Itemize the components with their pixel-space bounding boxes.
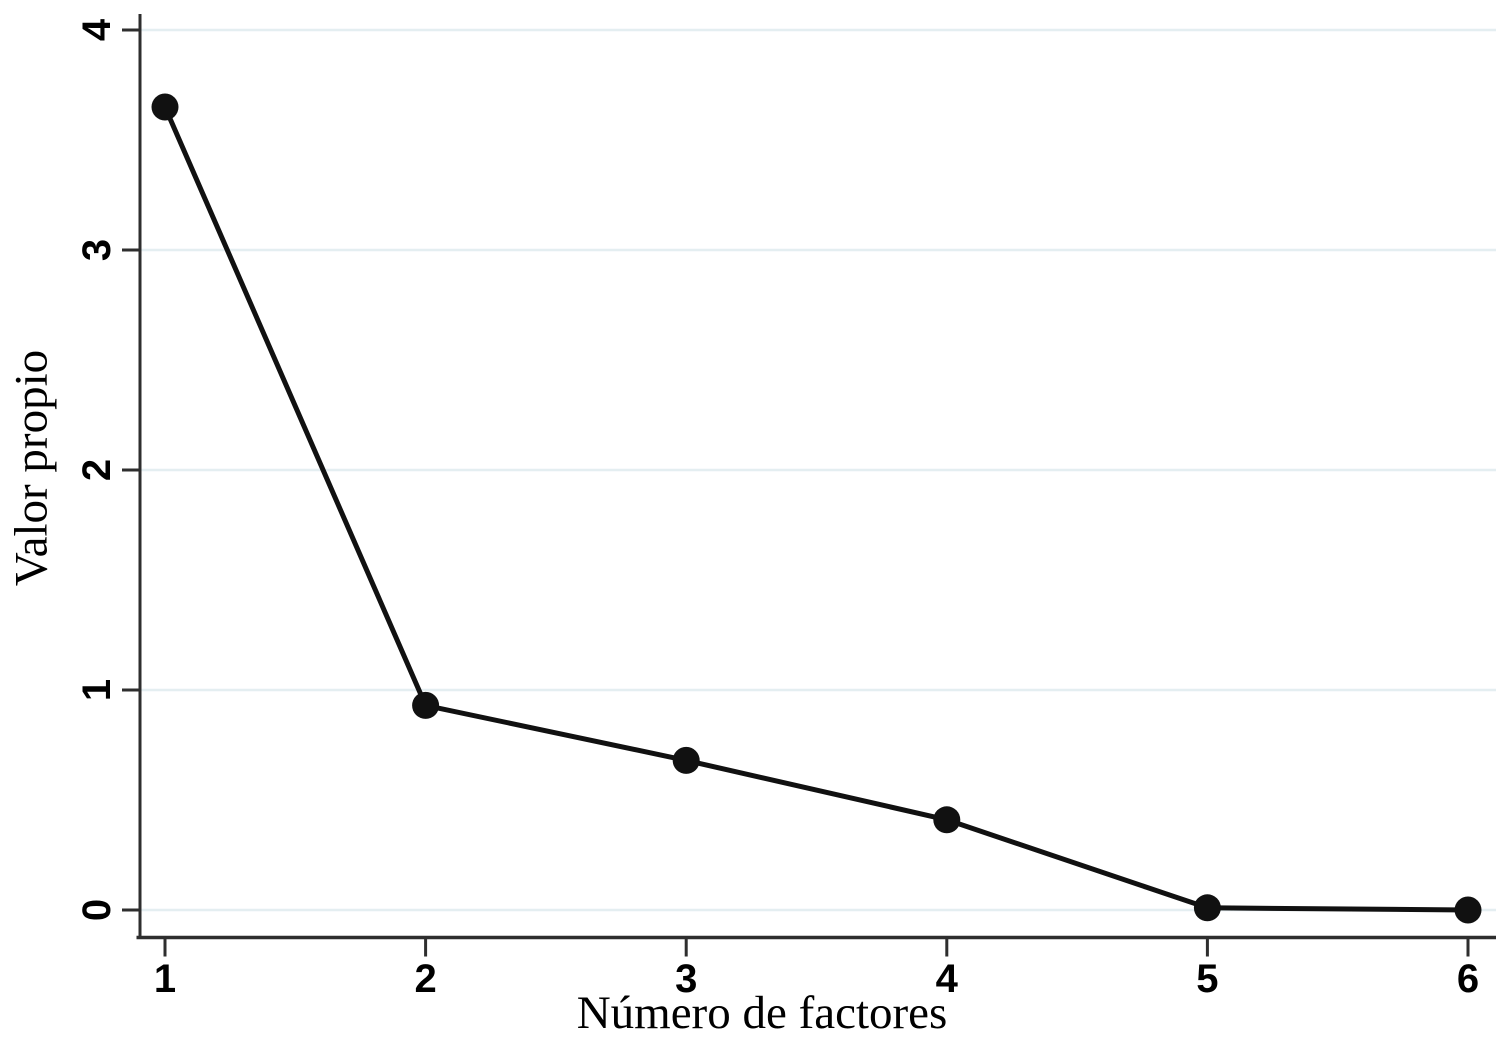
data-point: [412, 691, 440, 719]
y-tick-label: 4: [75, 18, 119, 41]
data-point: [933, 806, 961, 834]
y-axis-title: Valor propio: [5, 349, 58, 587]
x-tick-label: 2: [414, 957, 436, 1001]
data-point: [151, 93, 179, 121]
x-tick-label: 6: [1457, 957, 1479, 1001]
x-axis-title: Número de factores: [576, 987, 948, 1039]
y-tick-label: 3: [75, 239, 119, 261]
series-line: [162, 104, 1471, 913]
x-tick-label: 1: [154, 957, 176, 1001]
data-point: [1454, 896, 1482, 924]
y-tick-label: 2: [75, 459, 119, 481]
y-tick-label: 1: [75, 679, 119, 701]
data-point: [1193, 894, 1221, 922]
x-tick-label: 4: [936, 957, 959, 1001]
x-tick-label: 3: [675, 957, 697, 1001]
x-tick-label: 5: [1196, 957, 1218, 1001]
data-point: [672, 746, 700, 774]
y-tick-label: 0: [75, 899, 119, 921]
